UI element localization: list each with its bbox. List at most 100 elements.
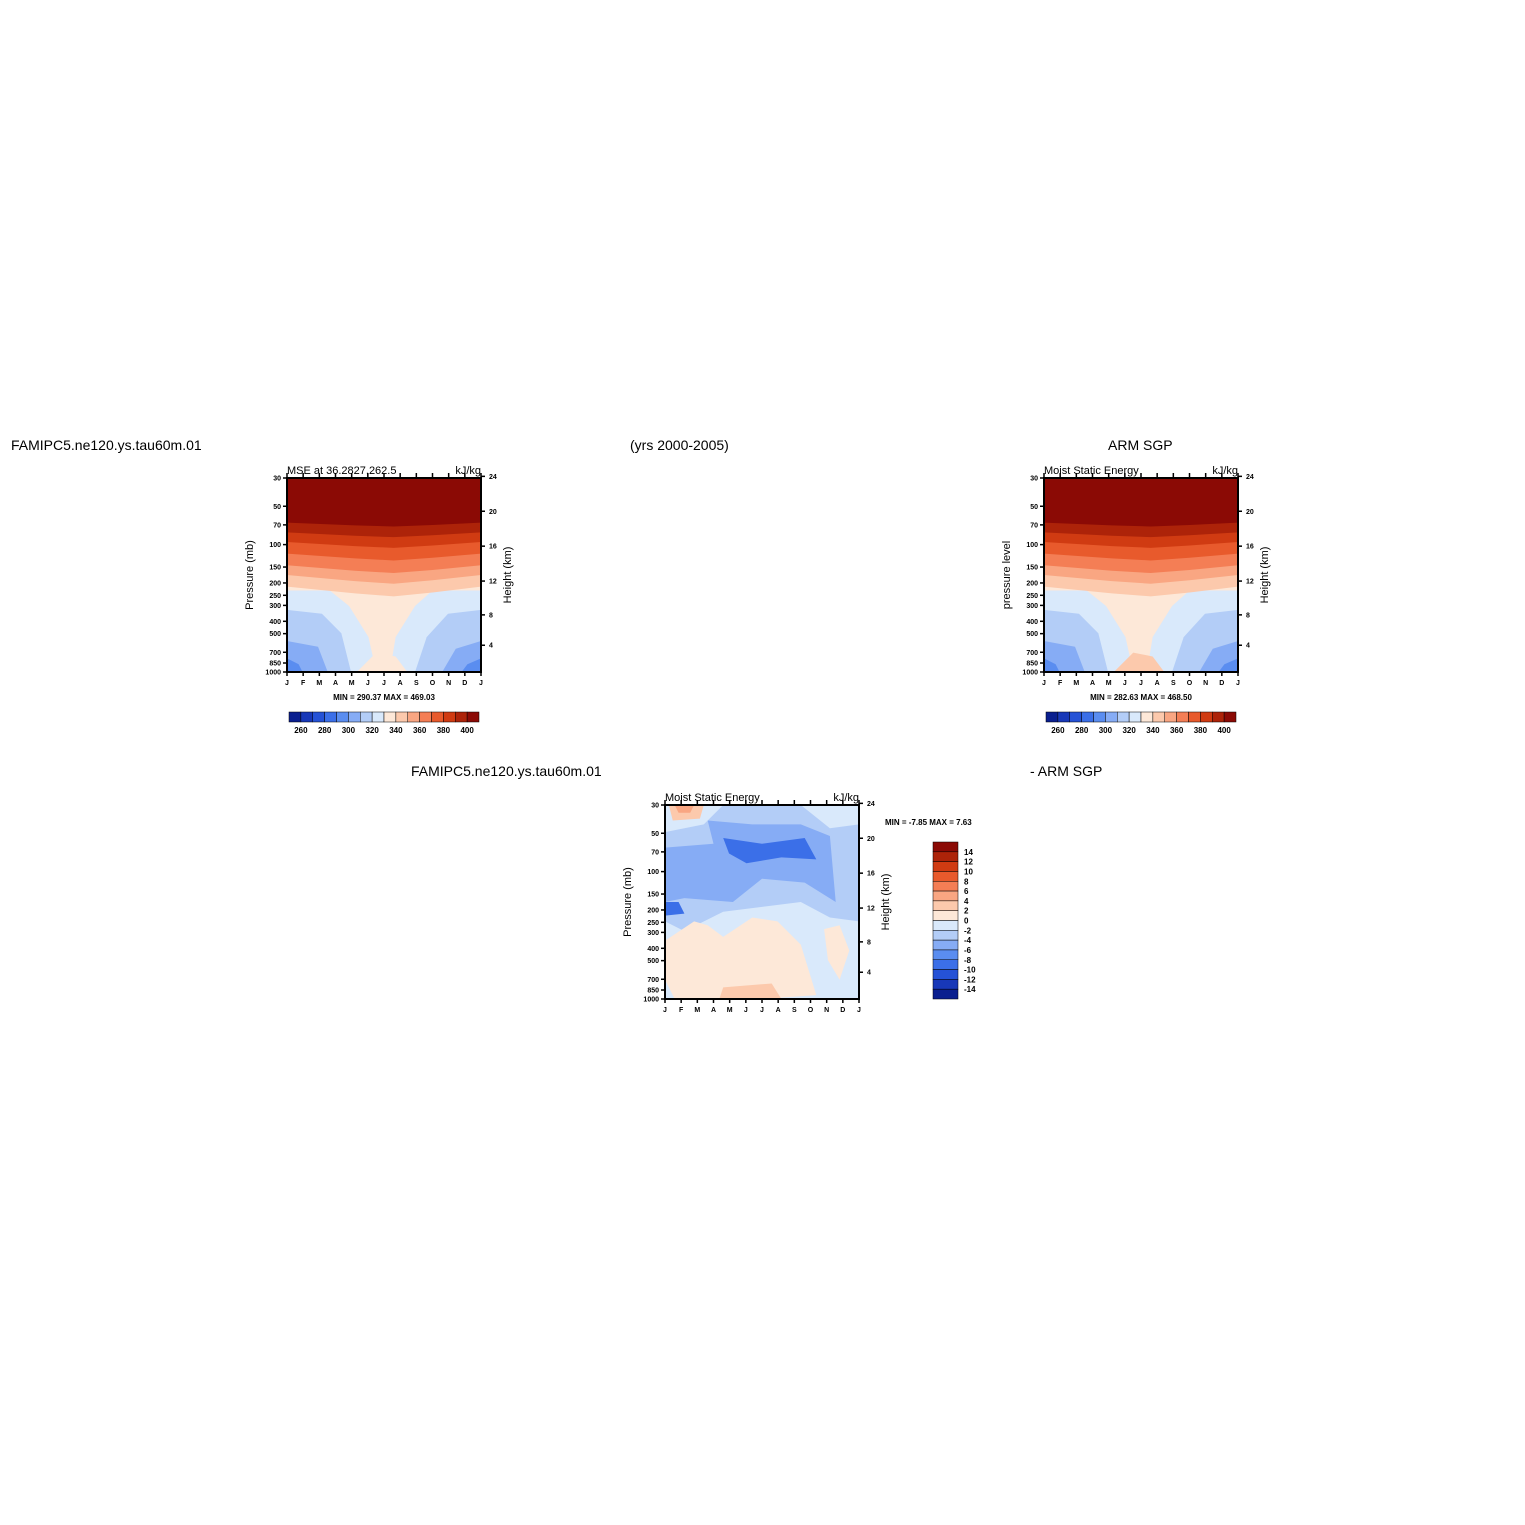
- x-tick-label: O: [1187, 680, 1193, 687]
- pressure-tick-label: 30: [1030, 476, 1038, 483]
- colorbar-swatch: [288, 711, 302, 723]
- x-tick-label: J: [285, 680, 289, 687]
- colorbar-swatch: [324, 711, 337, 723]
- colorbar-label: 12: [964, 858, 973, 867]
- pressure-tick-label: 150: [1026, 565, 1038, 572]
- pressure-tick-label: 250: [269, 593, 281, 600]
- colorbar-label: -12: [964, 975, 976, 984]
- colorbar-label: 360: [413, 726, 427, 735]
- mse-fill-deep-blue-right: [1218, 658, 1238, 672]
- colorbar-swatch: [1176, 711, 1189, 723]
- pressure-tick-label: 50: [273, 504, 281, 511]
- pressure-tick-label: 500: [1026, 631, 1038, 638]
- colorbar-swatch: [348, 711, 361, 723]
- colorbar-swatch: [443, 711, 456, 723]
- colorbar-swatch: [1069, 711, 1082, 723]
- height-tick-label: 12: [867, 906, 875, 913]
- colorbar-swatch: [1117, 711, 1130, 723]
- colorbar-label: 400: [460, 726, 474, 735]
- colorbar-swatch: [932, 871, 959, 882]
- x-tick-label: D: [1219, 680, 1224, 687]
- x-tick-label: F: [1058, 680, 1063, 687]
- pressure-tick-label: 50: [651, 831, 659, 838]
- colorbar-label: 380: [437, 726, 451, 735]
- pressure-tick-label: 30: [651, 803, 659, 810]
- x-tick-label: A: [1155, 680, 1160, 687]
- colorbar-label: 6: [964, 887, 969, 896]
- obs-name-label: ARM SGP: [1108, 437, 1173, 453]
- y-axis-label: Pressure (mb): [244, 540, 256, 610]
- colorbar-swatch: [932, 881, 959, 892]
- colorbar-label: 400: [1217, 726, 1231, 735]
- height-tick-label: 12: [489, 579, 497, 586]
- pressure-tick-label: 1000: [643, 997, 659, 1004]
- colorbar-swatch: [1140, 711, 1154, 723]
- x-tick-label: J: [857, 1007, 861, 1014]
- colorbar-swatch: [932, 949, 959, 960]
- colorbar-label: 340: [1146, 726, 1160, 735]
- colorbar-swatch: [431, 711, 444, 723]
- x-tick-label: A: [398, 680, 403, 687]
- x-tick-label: F: [301, 680, 306, 687]
- colorbar-label: 380: [1194, 726, 1208, 735]
- obs-mse-panel: Moist Static Energy kJ/kg J F M A M J J A S O N D J 30 5…: [1001, 465, 1271, 735]
- colorbar-label: 300: [342, 726, 356, 735]
- colorbar-swatch: [455, 711, 468, 723]
- height-tick-label: 20: [867, 836, 875, 843]
- x-tick-label: N: [446, 680, 451, 687]
- colorbar-label: 260: [294, 726, 308, 735]
- pressure-tick-label: 70: [273, 522, 281, 529]
- colorbar-swatch: [1164, 711, 1177, 723]
- colorbar-swatch: [1105, 711, 1118, 723]
- x-tick-label: J: [479, 680, 483, 687]
- x-tick-label: D: [462, 680, 467, 687]
- height-tick-label: 16: [867, 871, 875, 878]
- diff-mse-panel: Moist Static Energy kJ/kg J F M A M J J A S O N D J 30 5…: [622, 792, 976, 1014]
- x-tick-label: D: [840, 1007, 845, 1014]
- colorbar-swatch: [1093, 711, 1106, 723]
- diff-fill-deep-blue-left: [665, 902, 685, 916]
- x-tick-label: A: [711, 1007, 716, 1014]
- pressure-tick-label: 200: [647, 907, 659, 914]
- x-tick-label: F: [679, 1007, 684, 1014]
- pressure-tick-label: 300: [269, 603, 281, 610]
- x-tick-label: S: [1171, 680, 1176, 687]
- x-tick-label: J: [663, 1007, 667, 1014]
- mse-fill-summer-core: [356, 652, 408, 672]
- colorbar-swatch: [932, 920, 959, 931]
- pressure-tick-label: 200: [269, 580, 281, 587]
- pressure-tick-label: 400: [269, 619, 281, 626]
- mse-fill-deep-blue-right: [461, 658, 481, 672]
- colorbar-swatch: [1045, 711, 1059, 723]
- colorbar-swatch: [383, 711, 397, 723]
- colorbar-swatch: [932, 841, 959, 853]
- y2-axis-label: Height (km): [502, 547, 514, 604]
- diff-fill-warm-top-core: [674, 805, 695, 813]
- x-tick-label: S: [792, 1007, 797, 1014]
- diff-model-label: FAMIPC5.ne120.ys.tau60m.01: [411, 763, 602, 779]
- colorbar-label: -10: [964, 966, 976, 975]
- colorbar-label: -4: [964, 936, 972, 945]
- colorbar-swatch: [932, 861, 959, 872]
- pressure-tick-label: 850: [269, 661, 281, 668]
- colorbar-swatch: [336, 711, 349, 723]
- colorbar-swatch: [932, 910, 959, 921]
- colorbar-swatch: [1152, 711, 1165, 723]
- pressure-tick-label: 250: [647, 920, 659, 927]
- colorbar-swatch: [360, 711, 373, 723]
- colorbar-label: 260: [1051, 726, 1065, 735]
- x-tick-label: A: [776, 1007, 781, 1014]
- mse-fill-deep-blue-left: [1044, 658, 1060, 672]
- chart-title: Moist Static Energy: [1044, 465, 1139, 477]
- x-tick-label: N: [824, 1007, 829, 1014]
- mse-fill-band: [287, 478, 481, 527]
- pressure-tick-label: 700: [269, 650, 281, 657]
- pressure-tick-label: 150: [269, 565, 281, 572]
- mse-fill-deep-blue-left: [287, 658, 303, 672]
- units-label: kJ/kg: [455, 465, 481, 477]
- x-tick-label: M: [316, 680, 322, 687]
- y-axis-label: Pressure (mb): [622, 867, 634, 937]
- colorbar-label: 0: [964, 917, 969, 926]
- stats-label: MIN = 282.63 MAX = 468.50: [1090, 693, 1192, 702]
- pressure-tick-label: 200: [1026, 580, 1038, 587]
